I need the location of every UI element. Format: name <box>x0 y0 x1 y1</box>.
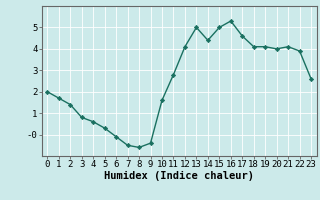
X-axis label: Humidex (Indice chaleur): Humidex (Indice chaleur) <box>104 171 254 181</box>
